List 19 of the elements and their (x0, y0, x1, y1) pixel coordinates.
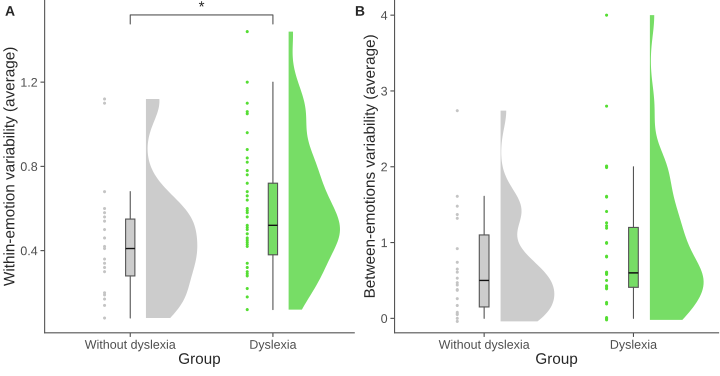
y-tick-label: 4 (380, 11, 388, 20)
y-tick-label: 1.2 (21, 78, 38, 87)
y-tick-label: 0 (381, 314, 388, 324)
chart-title: A (5, 6, 15, 16)
x-tick-label: Dyslexia (250, 340, 297, 352)
y-tick-label: 2 (381, 162, 387, 172)
chart-title: B (356, 6, 364, 16)
y-tick-label: 0.4 (20, 246, 38, 256)
x-axis-title: Group (536, 353, 578, 367)
x-tick-label: Dyslexia (610, 340, 658, 352)
y-axis-title: Within-emotion variability (average) (3, 48, 18, 286)
y-tick-label: 3 (381, 86, 388, 96)
y-tick-label: 0.8 (20, 162, 38, 172)
x-axis-title: Group (178, 353, 220, 367)
annotation: * (198, 1, 204, 7)
y-axis-title: Between-emotions variability (average) (364, 35, 378, 298)
x-tick-label: Without dyslexia (438, 340, 530, 352)
y-tick-label: 1 (382, 238, 388, 248)
x-tick-label: Without dyslexia (84, 340, 176, 352)
